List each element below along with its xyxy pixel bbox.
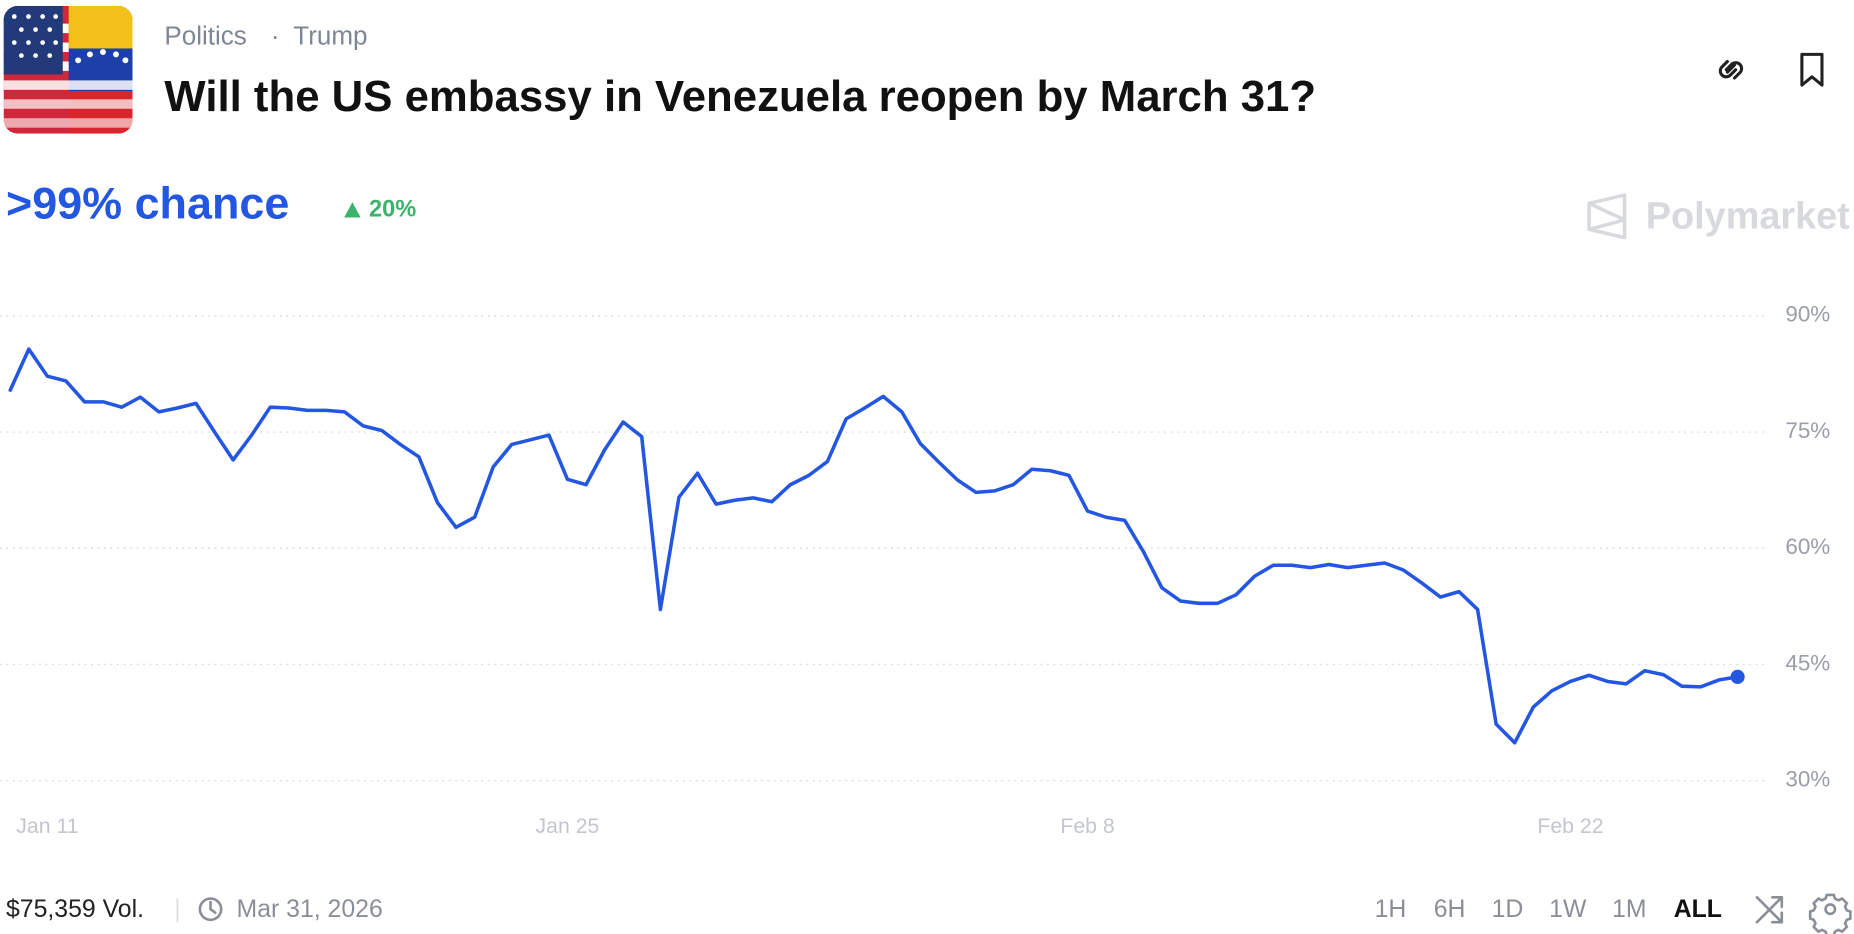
bookmark-button[interactable] [1800,52,1824,87]
volume: $75,359 Vol. [6,896,144,923]
y-tick-label: 75% [1785,418,1830,443]
clock-icon [198,897,223,922]
price-line [8,347,1740,745]
tag[interactable]: Trump [293,21,367,51]
range-button[interactable]: 1D [1492,896,1524,923]
y-tick-label: 90% [1785,302,1830,327]
y-tick-label: 30% [1785,767,1830,792]
x-tick-label: Feb 8 [1060,814,1114,838]
market-icon [3,5,133,134]
brand-logo [1587,193,1627,240]
link-button[interactable] [1718,59,1744,80]
chance: >99% chance [6,178,289,229]
change: 20% [369,197,416,223]
x-tick-label: Jan 25 [536,814,600,838]
end-date: Mar 31, 2026 [237,896,383,923]
range-button[interactable]: ALL [1674,896,1722,923]
range-button[interactable]: 1W [1549,896,1587,923]
range-button[interactable]: 1M [1612,896,1646,923]
price-chart: 30% 45% 60% 75% 90% Jan 11 Jan 25 Feb 8 Feb 22 [0,302,1830,838]
up-arrow [344,202,361,218]
separator: · [271,21,280,51]
brand: Polymarket [1646,196,1850,238]
x-tick-label: Jan 11 [16,814,78,838]
x-tick-label: Feb 22 [1537,814,1603,838]
current-point [1730,669,1745,684]
y-tick-label: 45% [1785,650,1830,675]
y-tick-label: 60% [1785,534,1830,559]
range-button[interactable]: 1H [1375,896,1407,923]
shuffle-button[interactable] [1755,896,1784,924]
market-title: Will the US embassy in Venezuela reopen … [164,72,1316,121]
category[interactable]: Politics [164,21,246,51]
settings-button[interactable] [1808,893,1852,934]
range-button[interactable]: 6H [1434,896,1466,923]
range-selector: 1H 6H 1D 1W 1M ALL [1375,896,1722,923]
